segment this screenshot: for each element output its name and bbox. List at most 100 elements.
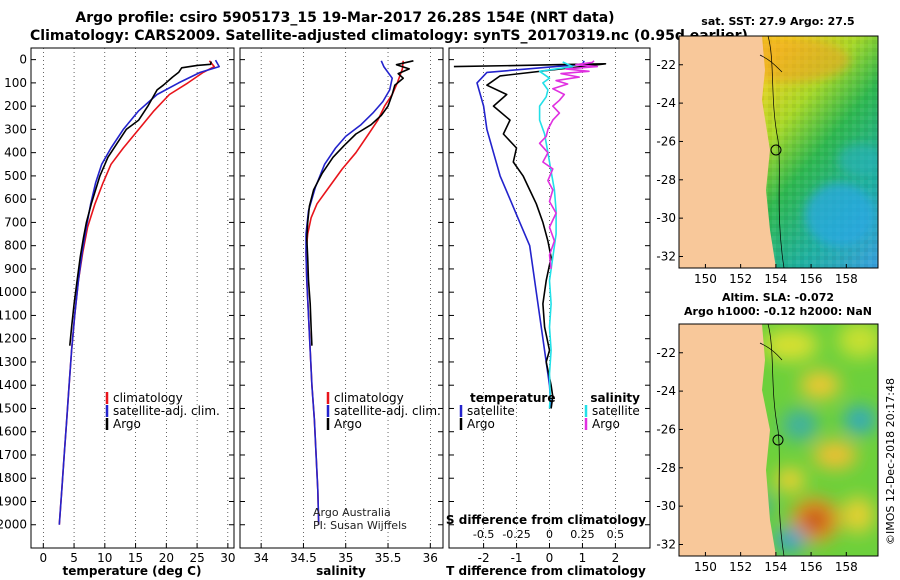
x-tick-label: 20: [159, 551, 174, 565]
depth-tick-label: 600: [4, 192, 27, 206]
figure-title-line1: Argo profile: csiro 5905173_15 19-Mar-20…: [75, 10, 615, 26]
depth-tick-label: 2000: [0, 518, 27, 532]
sla-anomaly-blobs: [750, 324, 878, 552]
x-tick-label: 1: [579, 551, 587, 565]
x-tick-label: 10: [97, 551, 112, 565]
lon-tick-label: 150: [694, 560, 717, 574]
lat-tick-label: -30: [656, 211, 676, 225]
x-tick-label: 0: [39, 551, 47, 565]
shelf-contour: [767, 324, 785, 556]
x-tick-label: 35: [338, 551, 353, 565]
x-tick-label: 34.5: [290, 551, 317, 565]
x-tick-label: 15: [128, 551, 143, 565]
salinity-legend: climatology satellite-adj. clim. Argo: [326, 391, 441, 431]
lat-tick-label: -24: [656, 384, 676, 398]
salinity-x-label: salinity: [316, 564, 366, 578]
lat-tick-label: -32: [656, 249, 676, 263]
salinity-plot-frame: [239, 47, 444, 549]
legend-title-temperature: temperature: [470, 391, 555, 405]
series-line-salinity-argo: [538, 60, 599, 269]
s-difference-x-axis: -0.5 -0.25 0 0.25 0.5: [473, 528, 624, 541]
series-line-argo: [69, 61, 212, 346]
salinity-grid: [260, 48, 431, 548]
t-difference-label: T difference from climatology: [446, 564, 646, 578]
legend-label-climatology: climatology: [334, 391, 404, 405]
credit-argo-australia: Argo Australia: [313, 506, 391, 519]
depth-tick-label: 1300: [0, 355, 27, 369]
lon-tick-label: 154: [764, 272, 787, 286]
s-difference-label: S difference from climatology: [446, 513, 646, 527]
land-australia: [679, 324, 776, 556]
s-diff-tick-label: 0.5: [607, 528, 625, 541]
series-line-salinity-satellite: [538, 61, 574, 409]
x-tick-label: -1: [511, 551, 523, 565]
lon-tick-label: 158: [835, 560, 858, 574]
s-diff-tick-label: -0.5: [473, 528, 494, 541]
depth-tick-label: 1200: [0, 332, 27, 346]
lon-tick-label: 154: [764, 560, 787, 574]
lon-tick-label: 156: [800, 560, 823, 574]
sla-map-axes: 150 152 154 156 158 -22 -24 -26 -28 -30 -32: [656, 346, 857, 574]
x-tick-label: 30: [220, 551, 235, 565]
t-difference-x-axis: -2 -1 0 1 2: [478, 543, 620, 565]
x-tick-label: 5: [70, 551, 78, 565]
sst-map: sat. SST: 27.9 Argo: 27.5 150 152 154 156 15…: [656, 15, 879, 286]
depth-tick-label: 1500: [0, 401, 27, 415]
salinity-plot: 34 34.5 35 35.5 36 salinity climatology sate…: [239, 47, 444, 578]
difference-grid: [483, 48, 616, 548]
depth-tick-label: 1400: [0, 378, 27, 392]
x-tick-label: 2: [612, 551, 620, 565]
sst-map-axes: 150 152 154 156 158 -22 -24 -26 -28 -30 -32: [656, 58, 857, 286]
sla-map-title-1: Altim. SLA: -0.072: [722, 291, 834, 304]
depth-tick-label: 500: [4, 169, 27, 183]
legend-label-t-satellite: satellite: [467, 404, 515, 418]
sst-cool-patch: [838, 144, 878, 176]
depth-tick-label: 1800: [0, 471, 27, 485]
x-tick-label: 35.5: [375, 551, 402, 565]
depth-tick-label: 400: [4, 146, 27, 160]
sla-map: Altim. SLA: -0.072 Argo h1000: -0.12 h20…: [656, 291, 879, 574]
reef-contour: [759, 342, 783, 361]
float-position-marker: [772, 434, 784, 446]
sla-map-field: [679, 324, 878, 556]
temperature-legend: climatology satellite-adj. clim. Argo: [105, 391, 220, 431]
difference-plot: -2 -1 0 1 2 -0.5 -0.25 0 0.25 0.5 S difference f…: [446, 47, 651, 578]
s-diff-tick-label: 0: [546, 528, 553, 541]
depth-tick-label: 700: [4, 215, 27, 229]
sst-map-title: sat. SST: 27.9 Argo: 27.5: [701, 15, 854, 28]
legend-title-salinity: salinity: [590, 391, 640, 405]
sst-map-frame: [678, 35, 879, 269]
legend-label-s-satellite: satellite: [592, 404, 640, 418]
lat-tick-label: -32: [656, 537, 676, 551]
x-tick-label: 25: [189, 551, 204, 565]
lat-tick-label: -28: [656, 461, 676, 475]
depth-tick-label: 800: [4, 239, 27, 253]
legend-label-argo: Argo: [113, 417, 141, 431]
lon-tick-label: 150: [694, 272, 717, 286]
credit-pi: PI: Susan Wijffels: [313, 519, 407, 532]
figure-title-line2: Climatology: CARS2009. Satellite-adjuste…: [30, 28, 748, 44]
sst-cool-patch: [805, 183, 875, 247]
temperature-x-label: temperature (deg C): [63, 564, 202, 578]
temperature-plot: 0100200300400500600700800900100011001200…: [0, 47, 650, 578]
depth-tick-label: 200: [4, 99, 27, 113]
temperature-lines: [58, 59, 220, 525]
salinity-lines: [305, 60, 414, 525]
depth-tick-label: 0: [19, 53, 27, 67]
lon-tick-label: 158: [835, 272, 858, 286]
depth-tick-label: 1100: [0, 308, 27, 322]
s-diff-tick-label: 0.25: [570, 528, 595, 541]
series-line-argo: [305, 60, 414, 346]
series-line-temperature-satellite: [476, 60, 585, 409]
series-line-climatology: [58, 60, 216, 525]
lat-tick-label: -24: [656, 96, 676, 110]
lat-tick-label: -26: [656, 422, 676, 436]
legend-label-t-argo: Argo: [467, 417, 495, 431]
depth-tick-label: 900: [4, 262, 27, 276]
reef-contour: [759, 54, 783, 73]
lon-tick-label: 156: [800, 272, 823, 286]
depth-tick-label: 1900: [0, 494, 27, 508]
depth-tick-label: 300: [4, 122, 27, 136]
sla-map-frame: [678, 323, 879, 557]
depth-tick-label: 1700: [0, 448, 27, 462]
